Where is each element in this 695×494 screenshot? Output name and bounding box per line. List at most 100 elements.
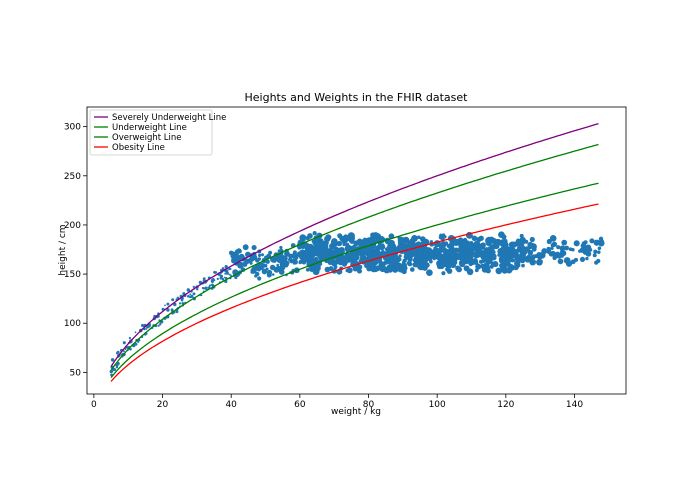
scatter-point (470, 259, 476, 264)
scatter-point (529, 236, 535, 243)
scatter-point (189, 293, 192, 296)
scatter-point (299, 254, 305, 261)
scatter-point (463, 253, 469, 259)
scatter-point (134, 342, 138, 346)
scatter-point (396, 265, 402, 271)
scatter-point (307, 233, 313, 239)
scatter-point (178, 302, 182, 305)
legend-label: Overweight Line (112, 133, 182, 143)
scatter-point (373, 250, 379, 256)
scatter-point (225, 271, 229, 275)
scatter-point (471, 235, 478, 242)
scatter-point (219, 269, 223, 272)
scatter-point (479, 236, 484, 241)
scatter-point (123, 350, 126, 353)
scatter-point (462, 244, 466, 248)
scatter-point (363, 247, 371, 254)
scatter-point (317, 253, 322, 258)
scatter-point (312, 245, 320, 252)
scatter-point (187, 294, 190, 298)
scatter-point (336, 247, 343, 254)
scatter-point (505, 266, 513, 274)
scatter-point (400, 262, 408, 270)
scatter-point (234, 276, 238, 280)
scatter-point (391, 254, 399, 261)
scatter-point (224, 272, 227, 275)
scatter-point (379, 264, 387, 273)
scatter-point (370, 265, 374, 270)
scatter-point (280, 249, 283, 253)
scatter-point (397, 236, 405, 244)
scatter-point (299, 234, 307, 241)
y-tick-label: 300 (64, 123, 81, 133)
scatter-point (424, 262, 430, 268)
scatter-point (219, 274, 223, 278)
x-tick-label: 120 (497, 400, 514, 410)
scatter-point (398, 254, 402, 258)
scatter-point (456, 266, 463, 273)
scatter-point (213, 270, 217, 274)
scatter-point (271, 273, 275, 276)
scatter-point (499, 251, 506, 258)
x-tick-label: 60 (294, 400, 306, 410)
scatter-point (204, 286, 208, 290)
scatter-point (499, 262, 505, 268)
scatter-point (221, 267, 225, 270)
scatter-points (109, 230, 605, 377)
scatter-point (137, 341, 140, 344)
scatter-point (478, 245, 483, 251)
scatter-point (115, 366, 119, 369)
scatter-point (346, 267, 353, 274)
scatter-point (145, 328, 148, 330)
scatter-point (474, 250, 482, 258)
scatter-point (509, 247, 516, 253)
y-tick-label: 200 (64, 221, 81, 231)
scatter-point (516, 263, 521, 268)
scatter-point (559, 245, 566, 252)
scatter-point (312, 239, 319, 246)
x-tick-label: 0 (91, 400, 97, 410)
scatter-point (200, 294, 203, 297)
scatter-point (360, 254, 367, 261)
series-line-2 (110, 182, 599, 379)
scatter-point (399, 267, 406, 274)
scatter-point (580, 248, 585, 253)
scatter-point (598, 239, 605, 247)
scatter-point (539, 259, 543, 264)
scatter-point (329, 248, 334, 252)
x-axis-ticks: 0 20 40 60 80 100 120 140 (91, 394, 583, 410)
scatter-point (565, 260, 573, 267)
x-tick-label: 80 (363, 400, 375, 410)
scatter-point (560, 249, 565, 254)
scatter-point (122, 341, 126, 345)
scatter-point (552, 255, 557, 261)
scatter-point (128, 336, 132, 340)
scatter-point (257, 276, 262, 281)
scatter-point (487, 250, 492, 255)
scatter-point (110, 358, 115, 362)
scatter-point (210, 279, 215, 283)
scatter-point (124, 348, 127, 351)
scatter-point (471, 250, 475, 255)
scatter-point (584, 246, 590, 252)
scatter-point (581, 242, 587, 247)
scatter-point (279, 245, 283, 250)
scatter-point (483, 256, 489, 262)
scatter-point (196, 288, 199, 291)
scatter-point (202, 277, 206, 281)
scatter-point (362, 237, 368, 243)
scatter-point (407, 261, 413, 267)
scatter-point (541, 248, 548, 255)
scatter-point (284, 264, 289, 268)
scatter-point (372, 232, 379, 239)
scatter-point (510, 258, 515, 263)
scatter-point (448, 255, 455, 262)
scatter-point (265, 267, 269, 271)
scatter-point (466, 244, 474, 252)
scatter-point (500, 244, 508, 252)
scatter-point (216, 277, 219, 281)
scatter-point (483, 262, 490, 269)
scatter-point (234, 249, 241, 255)
legend-label: Underweight Line (112, 123, 187, 133)
